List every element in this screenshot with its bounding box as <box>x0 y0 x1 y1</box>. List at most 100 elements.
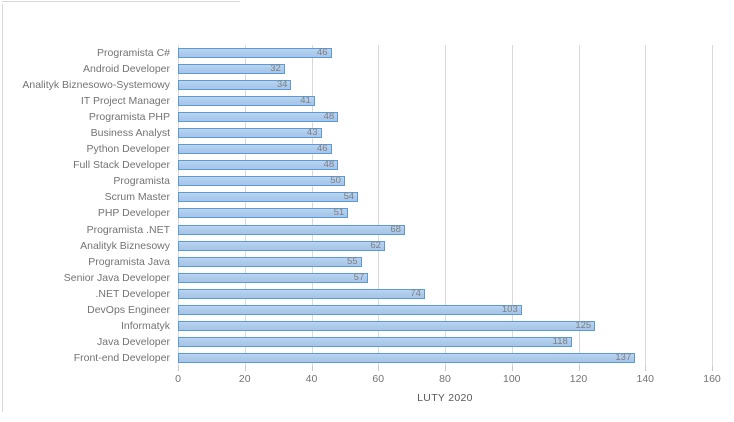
bar-row: 46 <box>178 141 712 157</box>
bar-value-label: 50 <box>330 175 341 187</box>
bar: 32 <box>178 63 285 75</box>
x-tick-mark <box>712 366 713 371</box>
x-tick-label: 160 <box>703 373 721 385</box>
x-tick-mark <box>511 366 513 371</box>
x-tick-label: 20 <box>238 373 251 385</box>
bar-value-label: 74 <box>410 287 421 299</box>
bar: 48 <box>178 159 339 171</box>
category-label: Programista PHP <box>88 111 170 124</box>
bar-row: 48 <box>178 157 712 173</box>
x-tick-label: 60 <box>372 373 385 385</box>
bar-value-label: 54 <box>343 191 355 203</box>
category-label: Scrum Master <box>104 191 170 204</box>
x-tick-label: 40 <box>305 373 318 385</box>
category-label: DevOps Engineer <box>87 303 170 316</box>
category-label: Informatyk <box>120 319 170 332</box>
x-tick-mark <box>178 366 179 371</box>
bar: 34 <box>178 80 292 91</box>
x-tick-mark <box>378 366 380 371</box>
category-label: IT Project Manager <box>80 95 170 108</box>
bar-value-label: 46 <box>316 47 328 59</box>
bar: 46 <box>178 47 332 59</box>
category-label: Android Developer <box>83 63 170 76</box>
category-label: Analityk Biznesowo-Systemowy <box>22 79 170 92</box>
category-label: Python Developer <box>86 143 170 156</box>
bar-value-label: 51 <box>333 207 345 219</box>
gridline <box>645 45 647 366</box>
x-tick-mark <box>445 366 446 371</box>
x-tick-label: 100 <box>502 373 521 385</box>
bar: 41 <box>178 95 315 107</box>
x-tick-mark <box>244 366 246 371</box>
category-label: .NET Developer <box>95 287 170 300</box>
x-tick-mark <box>311 366 313 371</box>
category-label: Full Stack Developer <box>73 159 170 172</box>
gridline <box>578 45 580 366</box>
bar-value-label: 68 <box>390 223 401 235</box>
bar-row: 57 <box>178 270 712 286</box>
gridline <box>178 45 179 366</box>
x-tick-label: 140 <box>636 373 655 385</box>
bar: 50 <box>178 175 345 187</box>
x-tick-mark <box>645 366 647 371</box>
bar: 51 <box>178 207 349 219</box>
category-label: Programista <box>113 175 170 188</box>
gridline <box>445 45 446 366</box>
category-label: Programista Java <box>88 255 170 268</box>
bar-row: 74 <box>178 286 712 302</box>
bar-row: 62 <box>178 238 712 254</box>
bar-row: 34 <box>178 77 712 93</box>
category-label: Java Developer <box>97 335 170 348</box>
bar: 43 <box>178 127 322 139</box>
bar-value-label: 118 <box>552 335 568 347</box>
bar-row: 48 <box>178 109 712 125</box>
category-label: PHP Developer <box>97 207 170 220</box>
bar: 118 <box>178 337 572 347</box>
category-label: Front-end Developer <box>73 351 170 364</box>
x-tick-label: 120 <box>569 373 588 385</box>
x-tick-label: 0 <box>175 373 181 385</box>
y-axis-category-labels: Programista C# Android Developer Analityk … <box>0 45 170 366</box>
bar-row: 103 <box>178 302 712 318</box>
x-tick-mark <box>578 366 580 371</box>
bar-value-label: 125 <box>575 319 592 331</box>
bar: 74 <box>178 287 425 299</box>
bar: 103 <box>178 305 522 315</box>
bar-value-label: 32 <box>270 63 281 75</box>
gridline <box>378 45 380 366</box>
bar-series: 46 32 34 41 48 43 46 48 50 54 51 68 62 55 57 74 103 125 11… <box>178 45 712 366</box>
bar-row: 137 <box>178 350 712 366</box>
bar-row: 51 <box>178 205 712 221</box>
bar-row: 68 <box>178 222 712 238</box>
bar-value-label: 46 <box>316 143 328 155</box>
bar-value-label: 48 <box>323 159 335 171</box>
bar: 48 <box>178 111 339 123</box>
category-label: Senior Java Developer <box>63 271 170 284</box>
bar: 55 <box>178 255 362 267</box>
bar-row: 41 <box>178 93 712 109</box>
category-label: Programista C# <box>97 47 170 60</box>
bar-row: 118 <box>178 334 712 350</box>
bar: 54 <box>178 191 359 203</box>
bar-value-label: 43 <box>306 127 318 139</box>
category-label: Analityk Biznesowy <box>80 239 170 252</box>
bar-row: 46 <box>178 45 712 61</box>
gridline <box>311 45 313 366</box>
category-label: Programista .NET <box>86 223 170 236</box>
bar-value-label: 48 <box>323 111 335 123</box>
bar-value-label: 57 <box>353 271 365 283</box>
category-label: Business Analyst <box>90 127 170 140</box>
bar: 68 <box>178 223 405 235</box>
bar: 62 <box>178 240 385 251</box>
bar-value-label: 103 <box>501 303 518 315</box>
gridline <box>244 45 246 366</box>
chart-frame-top-border <box>2 1 240 2</box>
bar-value-label: 55 <box>346 255 358 267</box>
bar-row: 50 <box>178 173 712 189</box>
bar: 46 <box>178 143 332 155</box>
bar: 137 <box>178 351 636 363</box>
bar-value-label: 41 <box>300 95 311 107</box>
bar-value-label: 137 <box>615 351 632 363</box>
bar: 57 <box>178 271 369 283</box>
